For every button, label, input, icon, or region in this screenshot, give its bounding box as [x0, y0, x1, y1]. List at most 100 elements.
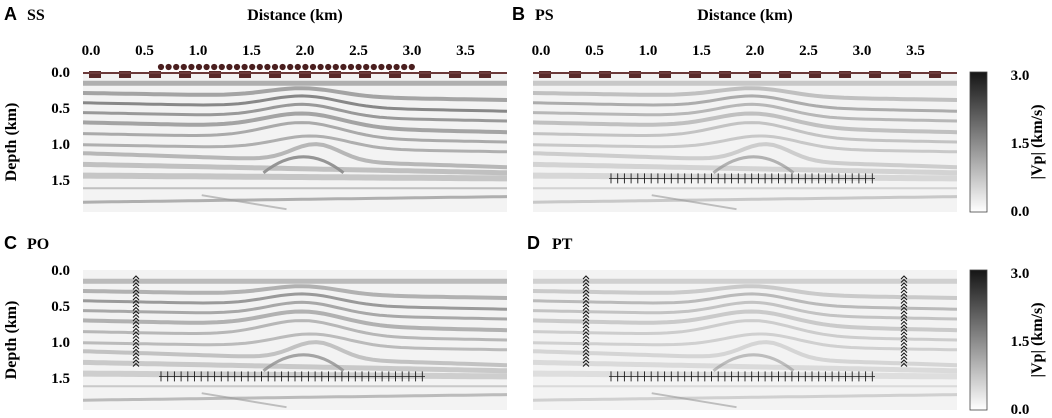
y-tick-label: 0.5: [51, 299, 70, 315]
surface-receiver-marker: [302, 63, 309, 71]
vertical-well-source-marker: [132, 292, 140, 297]
vertical-well-source-marker: [582, 334, 590, 339]
vertical-well-source-marker: [132, 338, 140, 343]
vertical-well-source-marker: [900, 289, 908, 294]
vertical-well-source-marker: [900, 282, 908, 287]
x-axis-title-b: Distance (km): [697, 7, 793, 24]
surface-source-marker: [719, 71, 731, 78]
surface-receiver-marker: [332, 63, 339, 71]
surface-receiver-marker: [279, 63, 286, 71]
x-tick-label: 1.0: [639, 43, 658, 59]
vertical-well-source-marker: [900, 338, 908, 343]
vertical-well-source-marker: [132, 278, 140, 283]
vertical-well-source-marker: [132, 334, 140, 339]
colorbar-top-ramp: [969, 71, 988, 213]
surface-source-marker: [299, 71, 311, 78]
surface-receiver-marker: [173, 63, 180, 71]
x-tick-label: 3.5: [906, 43, 925, 59]
panel-title-c: PO: [27, 236, 49, 253]
vertical-well-source-marker: [132, 359, 140, 364]
surface-source-marker: [869, 71, 881, 78]
vertical-well-source-marker: [582, 324, 590, 329]
dome-reflector: [712, 353, 795, 372]
vertical-well-source-marker: [132, 320, 140, 325]
surface-receiver-marker: [317, 63, 324, 71]
reflector-layer: [83, 121, 507, 144]
y-axis-title-c: Depth (km): [3, 301, 20, 380]
reflector-layer: [83, 142, 507, 170]
vertical-well-source-marker: [132, 299, 140, 304]
y-tick-label: 0.0: [51, 65, 70, 81]
vertical-well-source-marker: [900, 313, 908, 318]
vertical-well-source-marker: [132, 303, 140, 308]
vertical-well-source-marker: [900, 275, 908, 280]
reflector-layer: [533, 359, 957, 374]
vertical-well-source-marker: [132, 327, 140, 332]
vertical-well-source-marker: [900, 355, 908, 360]
surface-receiver-marker: [203, 63, 210, 71]
panel-letter-a: A: [4, 4, 17, 24]
vertical-well-source-marker: [582, 303, 590, 308]
surface-source-marker: [779, 71, 791, 78]
colorbar-top-tick-max: 3.0: [1011, 68, 1030, 84]
reflector-layer: [533, 300, 957, 321]
surface-receiver-marker: [325, 63, 332, 71]
surface-source-marker: [179, 71, 191, 78]
panel-title-a: SS: [27, 7, 45, 24]
surface-receiver-marker: [195, 63, 203, 71]
x-tick-labels-b: 0.0 0.5 1.0 1.5 2.0 2.5 3.0 3.5: [532, 43, 925, 59]
vertical-well-source-marker: [582, 352, 590, 357]
vertical-well-source-marker: [900, 278, 908, 283]
panel-title-d: PT: [552, 236, 573, 253]
surface-receiver-marker: [271, 63, 279, 71]
x-tick-label: 3.0: [403, 43, 422, 59]
colorbar-top-label: |Vp| (km/s): [1029, 104, 1046, 179]
vertical-well-source-marker: [132, 296, 140, 301]
vertical-well-source-marker: [132, 306, 140, 311]
surface-source-marker: [599, 71, 611, 78]
surface-source-marker: [659, 71, 671, 78]
vertical-well-source-marker: [132, 310, 140, 315]
x-tick-labels-a: 0.0 0.5 1.0 1.5 2.0 2.5 3.0 3.5: [82, 43, 475, 59]
vertical-well-source-marker: [132, 282, 140, 287]
reflector-layer: [533, 284, 957, 300]
surface-source-marker: [119, 71, 131, 78]
surface-receiver-marker: [363, 63, 370, 71]
reflector-layer: [533, 86, 957, 102]
vertical-well-source-marker: [582, 306, 590, 311]
colorbar-bottom: 3.0 1.5 0.0 |Vp| (km/s): [969, 266, 1046, 418]
reflector-layer: [533, 309, 957, 333]
panel-a-image: [83, 72, 507, 212]
surface-source-marker: [359, 71, 371, 78]
surface-receiver-marker: [264, 63, 271, 71]
y-tick-label: 1.5: [51, 173, 70, 189]
x-tick-label: 3.0: [853, 43, 872, 59]
vertical-well-source-marker: [900, 359, 908, 364]
reflector-layer: [83, 86, 507, 102]
reflector-layer: [83, 319, 507, 342]
surface-source-marker: [209, 71, 221, 78]
vertical-well-source-marker: [582, 341, 590, 346]
surface-source-marker: [749, 71, 761, 78]
vertical-well-source-marker: [132, 289, 140, 294]
vertical-well-source-marker: [900, 303, 908, 308]
vertical-well-source-marker: [582, 345, 590, 350]
surface-source-marker: [689, 71, 701, 78]
fault-line: [201, 392, 287, 409]
reflector-layer: [533, 393, 957, 402]
x-tick-label: 2.0: [746, 43, 765, 59]
vertical-well-source-marker: [900, 285, 908, 290]
surface-source-marker: [899, 71, 911, 78]
vertical-well-source-marker: [582, 359, 590, 364]
colorbar-bottom-tick-min: 0.0: [1011, 402, 1030, 418]
surface-receiver-marker: [241, 63, 248, 71]
reflector-layer: [83, 284, 507, 300]
x-tick-label: 1.5: [242, 43, 261, 59]
reflector-layer: [533, 332, 957, 352]
surface-receiver-marker: [347, 63, 355, 71]
x-tick-label: 2.5: [349, 43, 368, 59]
dome-reflector: [262, 155, 345, 174]
vertical-well-source-marker: [132, 285, 140, 290]
colorbar-bottom-tick-max: 3.0: [1011, 266, 1030, 282]
